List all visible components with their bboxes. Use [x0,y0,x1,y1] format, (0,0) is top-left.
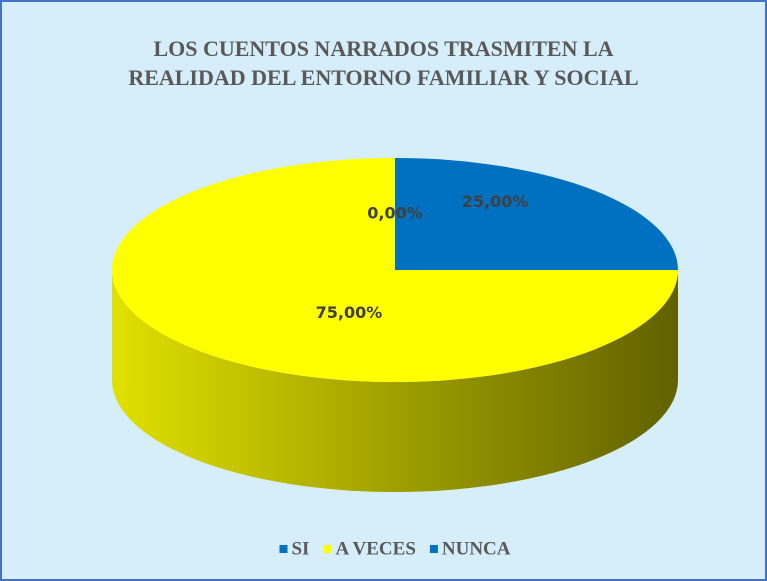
data-label: 25,00% [462,192,529,211]
pie-slice [112,158,678,382]
chart-title: LOS CUENTOS NARRADOS TRASMITEN LA REALID… [128,36,639,90]
legend-label: A VECES [335,538,415,559]
pie-slice [395,158,678,270]
legend-swatch [429,545,438,553]
legend-label: SI [291,538,309,559]
legend-swatch [279,545,288,553]
legend-label: NUNCA [442,538,511,559]
side-shade [112,270,678,492]
legend-swatch [323,545,332,553]
data-label: 0,00% [367,204,423,223]
data-label: 75,00% [316,303,383,322]
